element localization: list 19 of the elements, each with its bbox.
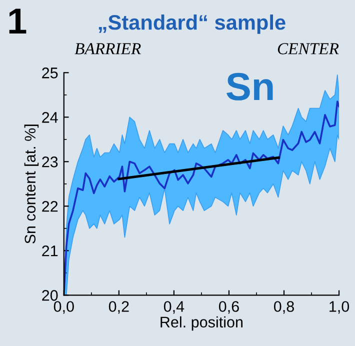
x-axis-title: Rel. position (160, 316, 243, 331)
y-tick-label: 21 (42, 246, 58, 256)
text: CENTER (278, 43, 339, 54)
text: BARRIER (74, 43, 141, 54)
chart-title: „Standard“ sample (98, 14, 286, 34)
x-tick-label: 0,2 (108, 301, 129, 314)
x-tick-label: 1,0 (330, 301, 350, 314)
y-tick-label: 23 (42, 156, 58, 168)
y-tick-label: 20 (42, 290, 58, 301)
y-tick-label: 25 (42, 68, 58, 78)
y-axis-title: Sn content [at. %] (24, 124, 39, 244)
x-tick-label: 0,0 (54, 301, 74, 314)
annotation: Sn (226, 72, 273, 100)
y-tick-label: 24 (42, 112, 58, 123)
x-tick-label: 0,6 (218, 301, 239, 314)
x-tick-label: 0,8 (274, 301, 294, 314)
x-tick-label: 0,4 (164, 301, 184, 314)
text: 1 (9, 8, 26, 34)
y-tick-label: 22 (42, 201, 58, 212)
